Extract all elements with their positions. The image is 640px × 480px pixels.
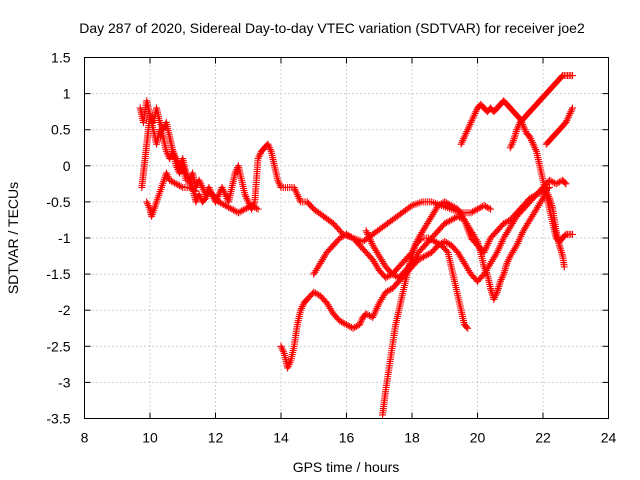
y-tick-label: -1 [58,230,71,246]
data-point [503,218,511,226]
x-axis-title: GPS time / hours [293,459,400,475]
data-point [177,183,185,191]
data-point [487,205,495,213]
data-point [464,324,472,332]
data-point [444,239,452,247]
data-point [385,286,393,294]
data-marks [136,72,576,419]
data-point [568,104,576,112]
x-tick-label: 14 [273,430,289,446]
x-tick-labels: 8 10 12 14 16 18 20 22 24 [81,430,617,446]
chart-title: Day 287 of 2020, Sidereal Day-to-day VTE… [79,20,585,36]
x-tick-label: 8 [81,430,89,446]
data-point [568,72,576,80]
y-tick-label: -2 [58,302,71,318]
x-tick-label: 18 [404,430,420,446]
y-axis-title: SDTVAR / TECUs [5,182,21,294]
data-point [549,178,557,186]
y-tick-label: -3.5 [46,411,70,427]
data-point [483,203,491,211]
data-point [252,204,260,212]
data-point [192,187,200,195]
data-point [254,205,262,213]
y-tick-label: -2.5 [46,338,70,354]
y-tick-label: -0.5 [46,194,70,210]
data-point [561,179,569,187]
data-point [313,290,321,298]
x-tick-label: 24 [601,430,617,446]
data-point [443,247,451,255]
data-point [568,230,576,238]
x-tick-label: 10 [142,430,158,446]
y-tick-label: 0.5 [51,122,71,138]
y-tick-label: 1 [63,86,71,102]
data-point [406,203,414,211]
data-point [555,178,563,186]
y-tick-label: -1.5 [46,266,70,282]
data-point [463,323,471,331]
data-point [560,263,568,271]
plot-frame [84,57,609,419]
x-tick-label: 22 [535,430,551,446]
data-point [546,183,554,191]
data-point [190,186,198,194]
y-tick-label: 1.5 [51,50,71,66]
data-point [562,180,570,188]
y-tick-labels: 1.5 1 0.5 0 -0.5 -1 -1.5 -2 -2.5 -3 -3.5 [46,50,70,427]
data-point [352,322,360,330]
x-tick-label: 20 [470,430,486,446]
x-tick-label: 12 [208,430,224,446]
x-tick-label: 16 [339,430,355,446]
data-point [485,204,493,212]
y-tick-label: 0 [63,158,71,174]
y-tick-label: -3 [58,374,71,390]
